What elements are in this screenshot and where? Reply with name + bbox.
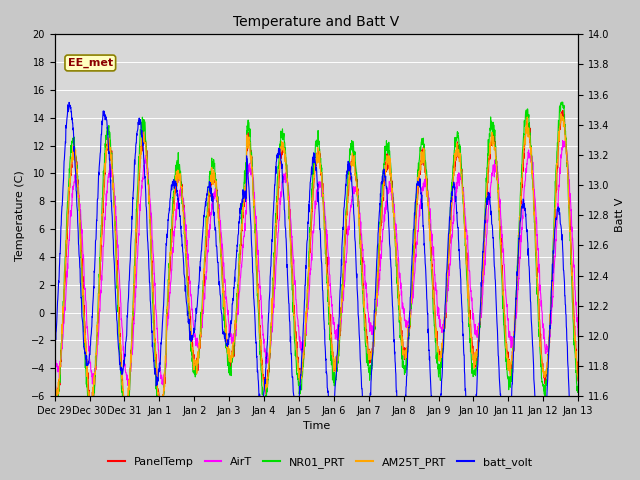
Y-axis label: Temperature (C): Temperature (C) (15, 170, 25, 261)
Legend: PanelTemp, AirT, NR01_PRT, AM25T_PRT, batt_volt: PanelTemp, AirT, NR01_PRT, AM25T_PRT, ba… (104, 452, 536, 472)
Text: EE_met: EE_met (68, 58, 113, 68)
X-axis label: Time: Time (303, 421, 330, 432)
Y-axis label: Batt V: Batt V (615, 198, 625, 232)
Title: Temperature and Batt V: Temperature and Batt V (233, 15, 399, 29)
